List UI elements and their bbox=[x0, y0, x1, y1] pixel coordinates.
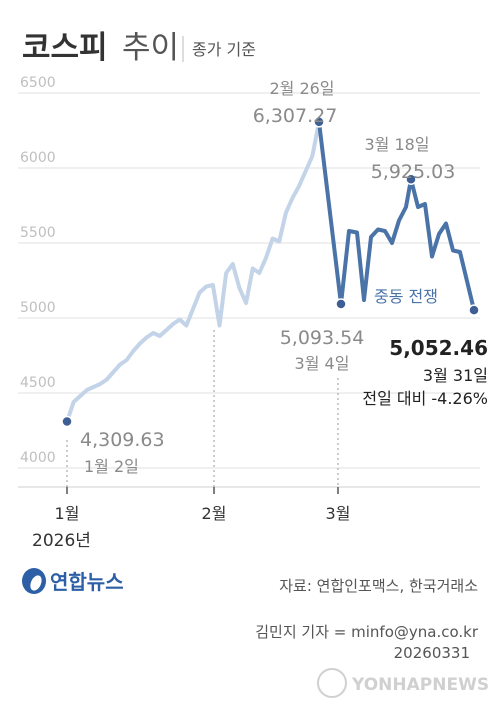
marker-start bbox=[61, 415, 73, 428]
series-lines bbox=[65, 119, 476, 424]
x-axis-ticks: 1월 2월 3월 bbox=[55, 487, 351, 523]
ann-mar18-date: 3월 18일 bbox=[364, 135, 429, 154]
chart-title-sub: 추이 bbox=[122, 30, 179, 66]
logo-text: 연합뉴스 bbox=[50, 570, 124, 594]
ann-peak-value: 6,307.27 bbox=[253, 105, 338, 127]
marker-mar18 bbox=[405, 173, 417, 185]
year-label: 2026년 bbox=[32, 531, 91, 551]
date-stamp: 20260331 bbox=[394, 644, 470, 662]
yonhap-logo: 연합뉴스 bbox=[22, 568, 124, 594]
ann-event-label: 중동 전쟁 bbox=[374, 287, 438, 306]
y-tick-label: 4500 bbox=[20, 375, 56, 391]
reporter-text: 김민지 기자 = minfo@yna.co.kr bbox=[255, 623, 479, 641]
y-tick-label: 6000 bbox=[20, 150, 56, 166]
ann-last-change: 전일 대비 -4.26% bbox=[362, 389, 488, 408]
ann-start-value: 4,309.63 bbox=[80, 429, 165, 451]
ann-peak-date: 2월 26일 bbox=[269, 79, 334, 98]
marker-dip bbox=[335, 298, 347, 310]
y-tick-label: 6500 bbox=[20, 75, 56, 91]
series-line-pre-war bbox=[65, 119, 321, 424]
chart-subtitle: 종가 기준 bbox=[192, 40, 256, 59]
ann-dip-value: 5,093.54 bbox=[280, 327, 365, 349]
ann-mar18-value: 5,925.03 bbox=[371, 161, 456, 183]
y-tick-label: 4000 bbox=[20, 450, 56, 466]
point-markers bbox=[61, 116, 480, 428]
annotations: 4,309.63 1월 2일 2월 26일 6,307.27 5,093.54 3월 4일… bbox=[80, 79, 488, 476]
marker-peak bbox=[313, 116, 325, 128]
logo-mark-inner-icon bbox=[30, 575, 42, 591]
ann-last-value: 5,052.46 bbox=[389, 336, 488, 360]
ann-start-date: 1월 2일 bbox=[84, 457, 139, 476]
x-tick-label: 2월 bbox=[202, 504, 227, 523]
gridlines bbox=[18, 92, 480, 488]
marker-last bbox=[468, 304, 480, 316]
x-tick-label: 1월 bbox=[55, 504, 80, 523]
ann-last-date: 3월 31일 bbox=[423, 366, 488, 385]
watermark-text: YONHAPNEWS bbox=[351, 675, 489, 695]
date-guides bbox=[66, 330, 339, 487]
y-tick-label: 5500 bbox=[20, 225, 56, 241]
watermark-logo-icon bbox=[317, 668, 347, 698]
series-line-war bbox=[317, 119, 476, 313]
y-tick-label: 5000 bbox=[20, 300, 56, 316]
source-text: 자료: 연합인포맥스, 한국거래소 bbox=[279, 577, 478, 595]
ann-dip-date: 3월 4일 bbox=[295, 354, 350, 373]
chart-title-main: 코스피 bbox=[22, 30, 108, 66]
x-tick-label: 3월 bbox=[326, 504, 351, 523]
watermark: YONHAPNEWS bbox=[317, 668, 489, 698]
y-axis-ticks: 4000 4500 5000 5500 6000 6500 bbox=[20, 75, 56, 466]
